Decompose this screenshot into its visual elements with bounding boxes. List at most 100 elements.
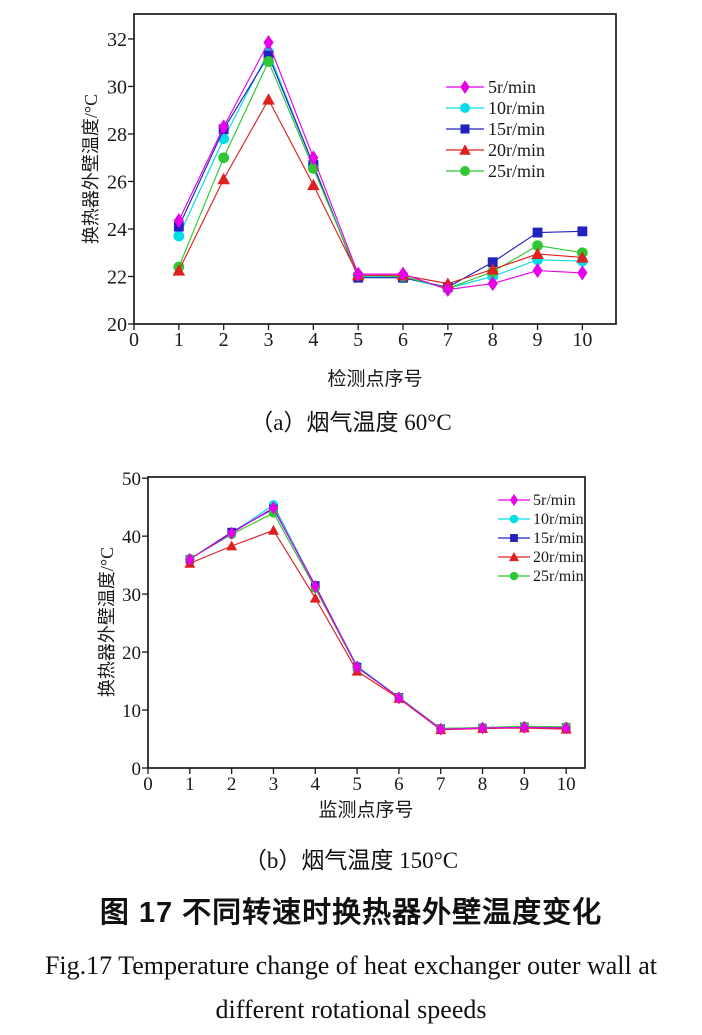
x-tick-label: 0 [129,329,139,351]
data-point [173,213,184,229]
legend-item-10r-min: 10r/min [498,511,584,528]
y-tick-label: 40 [122,527,141,548]
data-point [267,524,279,535]
x-tick-label: 3 [264,329,274,351]
data-point [442,282,453,298]
legend-item-5r-min: 5r/min [446,77,536,97]
x-axis-title: 检测点序号 [327,368,422,390]
legend-label-15r-min: 15r/min [533,530,584,547]
x-tick-label: 8 [488,329,498,351]
legend-label-25r-min: 25r/min [533,568,584,585]
legend-item-25r-min: 25r/min [498,568,584,585]
y-tick-label: 28 [107,124,127,146]
series-line-5r-min [178,41,583,291]
data-point [307,178,320,191]
x-tick-label: 0 [143,774,153,795]
legend-marker-20r-min [459,144,471,155]
y-tick-label: 20 [122,643,141,664]
data-point [262,93,275,105]
legend-marker-5r-min [509,494,519,506]
legend-marker-5r-min [460,80,470,94]
y-tick-label: 0 [132,759,142,780]
data-point [561,721,571,735]
data-point [577,226,588,237]
legend-item-20r-min: 20r/min [498,549,584,566]
x-tick-label: 2 [227,774,237,795]
x-tick-label: 8 [478,774,488,795]
caption-chart-b: （b）烟气温度 150°C [243,848,459,873]
legend-label-25r-min: 25r/min [488,161,545,181]
x-tick-label: 7 [443,329,453,351]
data-point [308,150,319,166]
figure-title-english-line1: Fig.17 Temperature change of heat exchan… [44,951,658,980]
data-point [486,263,499,275]
y-tick-label: 30 [122,585,141,606]
series-line-5r-min [189,506,567,730]
data-point [531,247,544,260]
legend-marker-25r-min [509,571,519,581]
figure-title-chinese: 图 17 不同转速时换热器外壁温度变化 [99,897,603,929]
x-tick-label: 3 [269,774,279,795]
legend-item-25r-min: 25r/min [446,161,545,181]
data-point [269,501,278,515]
legend-label-15r-min: 15r/min [488,119,545,139]
figure-title-english-line2: different rotational speeds [215,995,487,1024]
x-tick-label: 6 [394,774,404,795]
series-line-10r-min [178,50,583,289]
legend-label-20r-min: 20r/min [533,549,584,566]
x-tick-label: 2 [219,329,229,351]
data-point [310,580,320,594]
data-point [532,227,543,238]
legend-marker-25r-min [460,166,470,176]
data-point [172,264,186,276]
data-point [185,552,195,566]
legend: 5r/min 10r/min 15r/min 20r/min 25r/min [498,492,584,585]
data-point [309,592,321,603]
series-line-15r-min [178,54,583,288]
x-tick-label: 10 [572,329,592,351]
data-point [576,251,589,263]
legend-item-20r-min: 20r/min [446,140,545,160]
y-tick-label: 10 [122,701,141,722]
plot-frame [147,476,586,769]
x-tick-label: 9 [533,329,543,351]
legend-item-10r-min: 10r/min [446,98,545,118]
legend-marker-15r-min [460,124,470,134]
series-line-20r-min [178,98,583,285]
series-line-25r-min [178,60,583,289]
data-point [487,276,498,292]
x-tick-label: 4 [311,774,321,795]
y-tick-label: 22 [107,266,127,288]
legend-item-15r-min: 15r/min [498,530,584,547]
x-tick-label: 4 [308,329,318,351]
legend-label-10r-min: 10r/min [533,511,584,528]
y-tick-label: 50 [122,469,141,490]
data-point [487,257,498,268]
legend-item-5r-min: 5r/min [498,492,576,509]
data-point [217,172,230,185]
data-point [263,56,274,67]
y-axis-title: 换热器外壁温度/°C [97,547,117,697]
data-point [532,240,543,252]
y-tick-label: 30 [107,76,127,98]
series-markers-5r-min [173,35,588,298]
data-point [532,263,543,279]
x-tick-label: 7 [436,774,446,795]
data-point [218,119,229,135]
y-axis-title: 换热器外壁温度/°C [81,94,101,244]
series-line-20r-min [189,529,567,731]
data-point [263,50,274,61]
legend-label-20r-min: 20r/min [488,140,545,160]
legend-marker-20r-min [508,551,520,562]
data-point [173,230,185,242]
data-point [218,152,230,164]
data-point [263,35,274,51]
legend-label-5r-min: 5r/min [488,77,536,97]
y-tick-label: 26 [107,171,127,193]
data-point [353,266,364,282]
x-tick-label: 1 [185,774,195,795]
data-point [227,526,237,540]
data-point [436,722,446,736]
